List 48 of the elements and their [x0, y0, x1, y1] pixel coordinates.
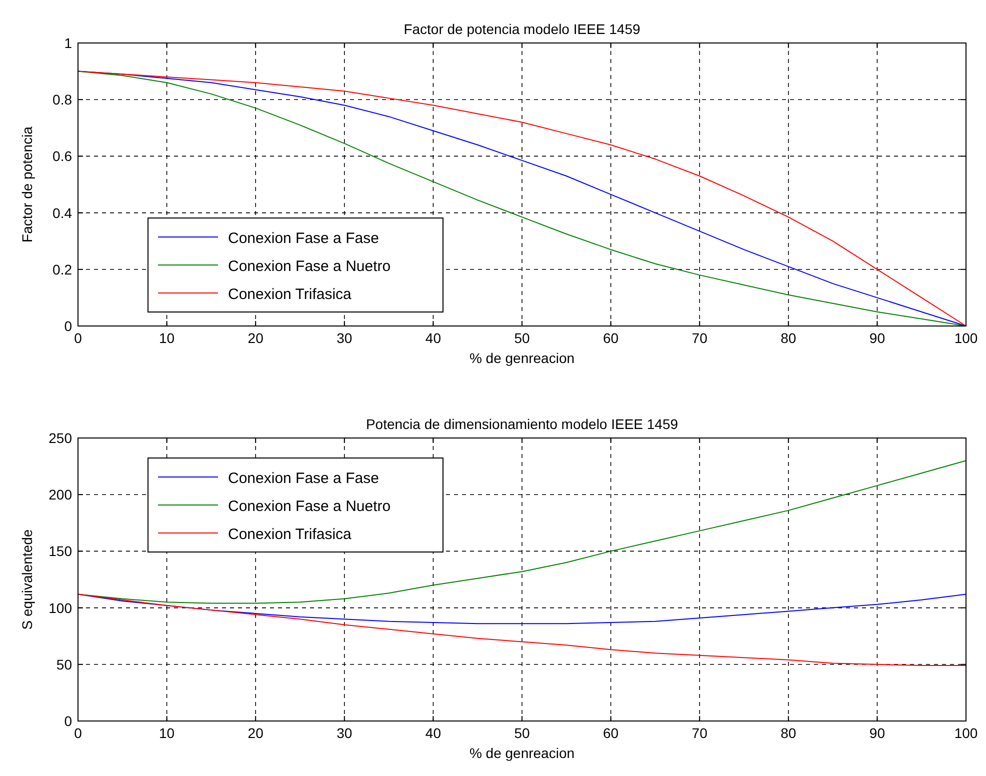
legend-label: Conexion Fase a Nuetro: [228, 498, 391, 515]
y-tick-label: 0.8: [52, 92, 72, 108]
y-tick-label: 0.6: [52, 148, 72, 164]
x-tick-label: 10: [159, 330, 175, 346]
y-tick-label: 0: [64, 318, 72, 334]
line-series: [78, 594, 966, 666]
x-tick-label: 10: [159, 725, 175, 741]
x-tick-label: 70: [692, 330, 708, 346]
legend-label: Conexion Trifasica: [228, 286, 352, 303]
x-tick-label: 50: [514, 330, 530, 346]
legend-label: Conexion Trifasica: [228, 526, 352, 543]
line-series: [78, 70, 966, 326]
x-axis-title: % de genreacion: [469, 745, 575, 761]
x-tick-label: 20: [248, 330, 264, 346]
y-tick-label: 0.4: [52, 204, 72, 221]
legend-label: Conexion Fase a Fase: [228, 470, 379, 487]
x-tick-label: 90: [869, 725, 886, 741]
x-tick-label: 100: [954, 330, 978, 346]
y-tick-label: 50: [56, 656, 72, 672]
chart-title: Potencia de dimensionamiento modelo IEEE 1459: [366, 416, 678, 432]
x-tick-label: 60: [603, 330, 619, 346]
legend-label: Conexion Fase a Fase: [228, 230, 379, 247]
y-tick-label: 100: [48, 600, 72, 616]
x-tick-label: 40: [425, 330, 442, 346]
y-tick-label: 0: [64, 713, 72, 729]
x-tick-label: 50: [514, 725, 530, 741]
x-tick-label: 100: [954, 725, 978, 741]
x-tick-label: 60: [603, 725, 619, 741]
y-axis-title: S equivalentede: [19, 529, 35, 630]
x-tick-label: 30: [336, 330, 352, 346]
x-tick-label: 30: [336, 725, 352, 741]
x-tick-label: 40: [425, 725, 442, 741]
x-axis-title: % de genreacion: [469, 350, 575, 366]
x-tick-label: 0: [74, 330, 82, 346]
x-tick-label: 70: [692, 725, 708, 741]
y-axis-title: Factor de potencia: [19, 126, 35, 242]
x-tick-label: 90: [869, 330, 886, 346]
y-tick-label: 150: [48, 543, 72, 560]
y-tick-label: 200: [48, 486, 72, 503]
y-tick-label: 0.2: [52, 261, 72, 278]
legend-label: Conexion Fase a Nuetro: [228, 258, 391, 275]
y-tick-label: 250: [48, 430, 72, 446]
x-tick-label: 80: [780, 330, 796, 346]
chart-title: Factor de potencia modelo IEEE 1459: [404, 21, 641, 37]
x-tick-label: 0: [74, 725, 82, 741]
x-tick-label: 80: [780, 725, 796, 741]
y-tick-label: 1: [64, 35, 72, 51]
x-tick-label: 20: [248, 725, 264, 741]
